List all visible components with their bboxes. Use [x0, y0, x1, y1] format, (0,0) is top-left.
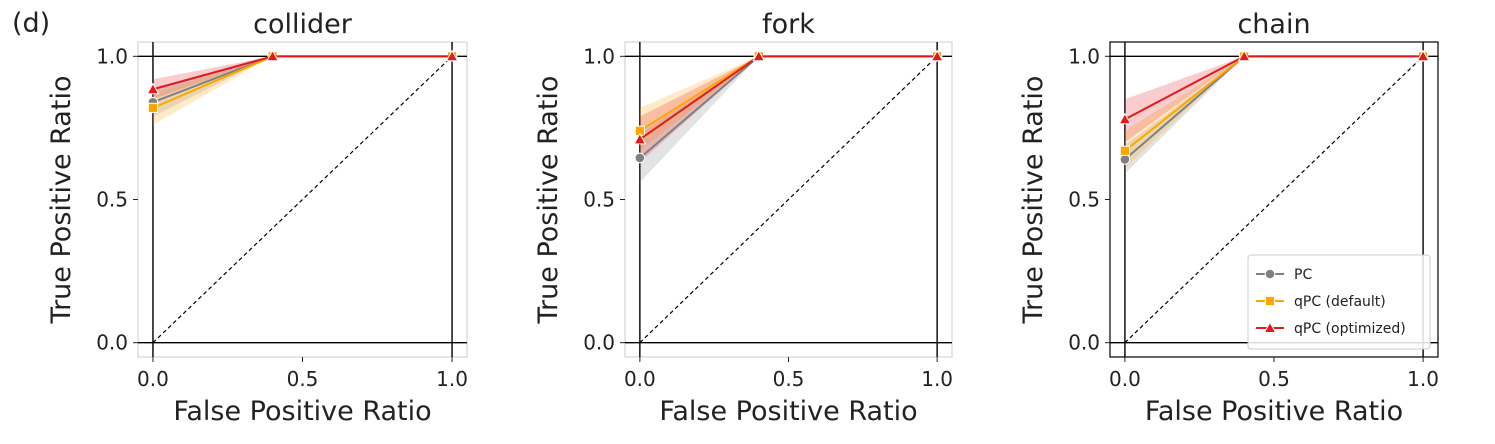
diagonal-reference	[152, 55, 453, 344]
y-tick-label: 0.0	[96, 331, 128, 355]
y-axis-label: True Positive Ratio	[533, 76, 564, 325]
legend-marker-qpc-optimized-	[1263, 321, 1277, 333]
x-tick-label: 1.0	[1407, 367, 1439, 391]
x-axis-label: False Positive Ratio	[173, 396, 431, 427]
diagonal-reference	[639, 55, 938, 344]
y-tick-label: 0.0	[583, 331, 615, 355]
ci-band-qpc-optimized-	[152, 56, 453, 100]
legend-marker-qpc-default-	[1264, 295, 1276, 307]
x-tick-label: 1.0	[921, 367, 953, 391]
y-tick-label: 1.0	[583, 44, 615, 68]
x-tick-label: 1.0	[436, 367, 468, 391]
data-point-qpc-default-	[147, 102, 159, 113]
chart-collider: 0.0 0.5 1.0 0.0 0.5 1.0 collider False Positive…	[46, 9, 468, 427]
data-point-qpc-optimized-	[1118, 112, 1132, 125]
ci-band-qpc-optimized-	[639, 56, 938, 163]
ci-band-pc	[152, 56, 453, 117]
x-tick-label: 0.0	[624, 367, 656, 391]
diagonal-reference	[1124, 55, 1424, 344]
data-point-qpc-optimized-	[1237, 49, 1251, 62]
x-axis-label: False Positive Ratio	[1145, 396, 1403, 427]
data-point-qpc-optimized-	[1416, 49, 1430, 62]
y-tick-label: 0.5	[583, 188, 615, 212]
chart-title: fork	[762, 9, 815, 40]
data-point-qpc-optimized-	[930, 49, 944, 62]
y-axis-label: True Positive Ratio	[1018, 76, 1049, 325]
chart-title: collider	[253, 9, 353, 40]
x-tick-label: 0.5	[1258, 367, 1290, 391]
x-axis-label: False Positive Ratio	[659, 396, 917, 427]
data-point-qpc-optimized-	[266, 49, 280, 62]
y-tick-label: 1.0	[1068, 44, 1100, 68]
x-tick-label: 0.5	[773, 367, 805, 391]
y-axis-label: True Positive Ratio	[46, 76, 77, 325]
y-tick-label: 1.0	[96, 44, 128, 68]
data-point-qpc-optimized-	[633, 132, 647, 145]
y-tick-label: 0.5	[1068, 188, 1100, 212]
y-tick-label: 0.0	[1068, 331, 1100, 355]
data-point-qpc-optimized-	[445, 49, 459, 62]
chart-title: chain	[1237, 9, 1310, 40]
panel-tag: (d)	[12, 8, 51, 39]
data-point-pc	[1119, 154, 1131, 165]
x-tick-label: 0.0	[137, 367, 169, 391]
y-tick-label: 0.5	[96, 188, 128, 212]
data-point-pc	[634, 152, 646, 164]
data-point-qpc-default-	[1119, 145, 1131, 156]
legend-label-pc: PC	[1294, 267, 1312, 283]
data-point-qpc-optimized-	[146, 82, 160, 95]
legend-label-qpc-optimized-: qPC (optimized)	[1294, 321, 1406, 337]
legend-label-qpc-default-: qPC (default)	[1294, 294, 1386, 310]
chart-fork: 0.0 0.5 1.0 0.0 0.5 1.0 fork False Positive Rat…	[533, 9, 953, 427]
ci-band-qpc-optimized-	[1124, 56, 1424, 143]
ci-band-qpc-default-	[1124, 56, 1424, 169]
legend-marker-pc	[1264, 268, 1276, 280]
legend	[1247, 254, 1431, 350]
ci-band-qpc-default-	[639, 56, 938, 151]
x-tick-label: 0.0	[1109, 367, 1141, 391]
x-tick-label: 0.5	[287, 367, 319, 391]
data-point-qpc-optimized-	[752, 49, 766, 62]
